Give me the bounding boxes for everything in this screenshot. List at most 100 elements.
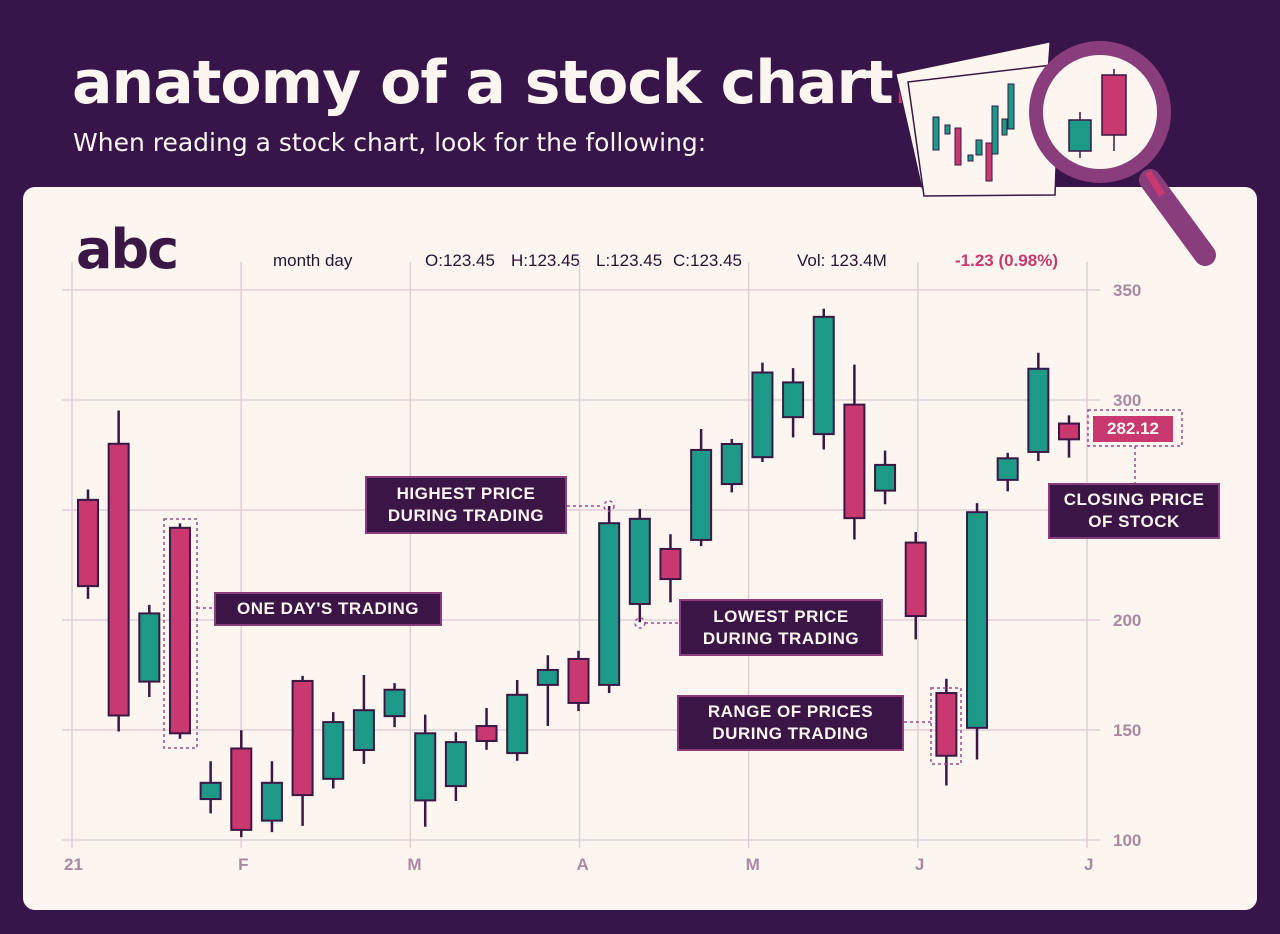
callout-closing-price: CLOSING PRICE OF STOCK [1048, 483, 1220, 539]
x-tick-label: A [577, 855, 589, 874]
candle-bearish [168, 523, 191, 739]
candle-body [536, 668, 559, 686]
candle-bullish [1027, 352, 1050, 461]
candle-bearish [1058, 415, 1080, 458]
candle-bullish [966, 503, 989, 760]
candle-bullish [874, 450, 897, 505]
candle-bullish [628, 508, 651, 623]
candle-bullish [352, 675, 375, 764]
y-tick-label: 150 [1113, 721, 1141, 740]
candle-body [383, 688, 406, 718]
candle-body [782, 381, 805, 419]
candle-body [291, 679, 314, 797]
candle-body [506, 693, 529, 755]
candle-bullish [506, 680, 529, 761]
candle-bullish [690, 429, 713, 547]
volume-value: Vol: 123.4M [797, 251, 887, 270]
candle-bearish [291, 675, 314, 826]
candle-body [843, 403, 866, 520]
candle-body [598, 522, 621, 686]
candle-body [812, 315, 835, 436]
range-highlight [930, 687, 962, 765]
change-value: -1.23 (0.98%) [955, 251, 1058, 270]
candle-bearish [230, 730, 253, 838]
candle-body [751, 371, 774, 459]
callout-lowest-price: LOWEST PRICE DURING TRADING [679, 599, 883, 656]
candle-body [138, 612, 161, 683]
candle-body [444, 741, 467, 788]
callout-text: RANGE OF PRICES [707, 702, 874, 721]
candle-body [628, 517, 651, 605]
candle-body [475, 725, 498, 742]
candle-body [874, 463, 897, 492]
x-tick-label: M [407, 855, 421, 874]
candle-body [107, 442, 130, 717]
candle-bullish [199, 761, 222, 814]
candle-body [567, 657, 590, 704]
callout-text: DURING TRADING [712, 724, 869, 743]
candles [77, 308, 1080, 838]
title-text: anatomy of a stock chart [72, 48, 894, 118]
candle-bullish [598, 506, 621, 694]
candle-bearish [935, 678, 958, 786]
candle-body [690, 448, 713, 541]
candle-body [352, 709, 375, 752]
high-value: H:123.45 [511, 251, 580, 270]
callout-highest-price: HIGHEST PRICE DURING TRADING [365, 476, 567, 534]
callout-connectors [163, 409, 1183, 765]
candle-body [904, 541, 927, 618]
candle-bearish [659, 534, 682, 603]
x-tick-label: M [746, 855, 760, 874]
candle-bearish [475, 708, 498, 750]
y-tick-label: 300 [1113, 391, 1141, 410]
candle-bullish [444, 732, 467, 802]
candle-body [1058, 422, 1080, 441]
candle-bullish [536, 655, 559, 727]
axis-ticks: 21 F M A M J J 100 150 200 300 350 [64, 281, 1141, 874]
close-value: C:123.45 [673, 251, 742, 270]
candle-body [414, 732, 437, 802]
x-tick-label: J [1084, 855, 1093, 874]
callout-text: HIGHEST PRICE [396, 484, 536, 503]
subtitle: When reading a stock chart, look for the… [73, 128, 707, 157]
candle-body [720, 443, 743, 486]
candle-bearish [843, 364, 866, 540]
callout-text: OF STOCK [1088, 512, 1180, 531]
y-tick-label: 350 [1113, 281, 1141, 300]
candle-bearish [77, 489, 99, 599]
one-day-highlight [163, 518, 198, 749]
candle-bearish [904, 532, 927, 640]
candle-body [230, 747, 253, 831]
candle-body [322, 721, 345, 780]
callout-text: DURING TRADING [387, 506, 545, 525]
y-tick-label: 100 [1113, 831, 1141, 850]
x-tick-label: F [238, 855, 248, 874]
callout-one-day: ONE DAY'S TRADING [214, 592, 442, 626]
grid [62, 262, 1100, 848]
candle-bearish [567, 650, 590, 712]
candle-bullish [138, 604, 161, 697]
candle-bullish [322, 712, 345, 789]
x-tick-label: J [915, 855, 924, 874]
candle-bullish [720, 438, 743, 493]
candle-bullish [812, 308, 835, 450]
highest-marker [603, 500, 615, 512]
callout-text: ONE DAY'S TRADING [237, 599, 419, 618]
candle-body [659, 547, 682, 581]
callout-range: RANGE OF PRICES DURING TRADING [677, 695, 904, 751]
open-value: O:123.45 [425, 251, 495, 270]
candle-body [996, 457, 1019, 481]
callout-text: DURING TRADING [702, 628, 860, 648]
candle-body [260, 781, 283, 822]
candle-bullish [751, 362, 774, 463]
date-label: month day [273, 251, 353, 270]
x-tick-label: 21 [64, 855, 83, 874]
candle-bullish [260, 761, 283, 833]
candle-body [966, 511, 989, 729]
candle-bullish [782, 368, 805, 438]
candle-body [77, 498, 99, 588]
callout-text: LOWEST PRICE [713, 606, 849, 626]
ticker-logo: abc [76, 218, 179, 281]
candle-bullish [383, 683, 406, 728]
low-value: L:123.45 [596, 251, 663, 270]
